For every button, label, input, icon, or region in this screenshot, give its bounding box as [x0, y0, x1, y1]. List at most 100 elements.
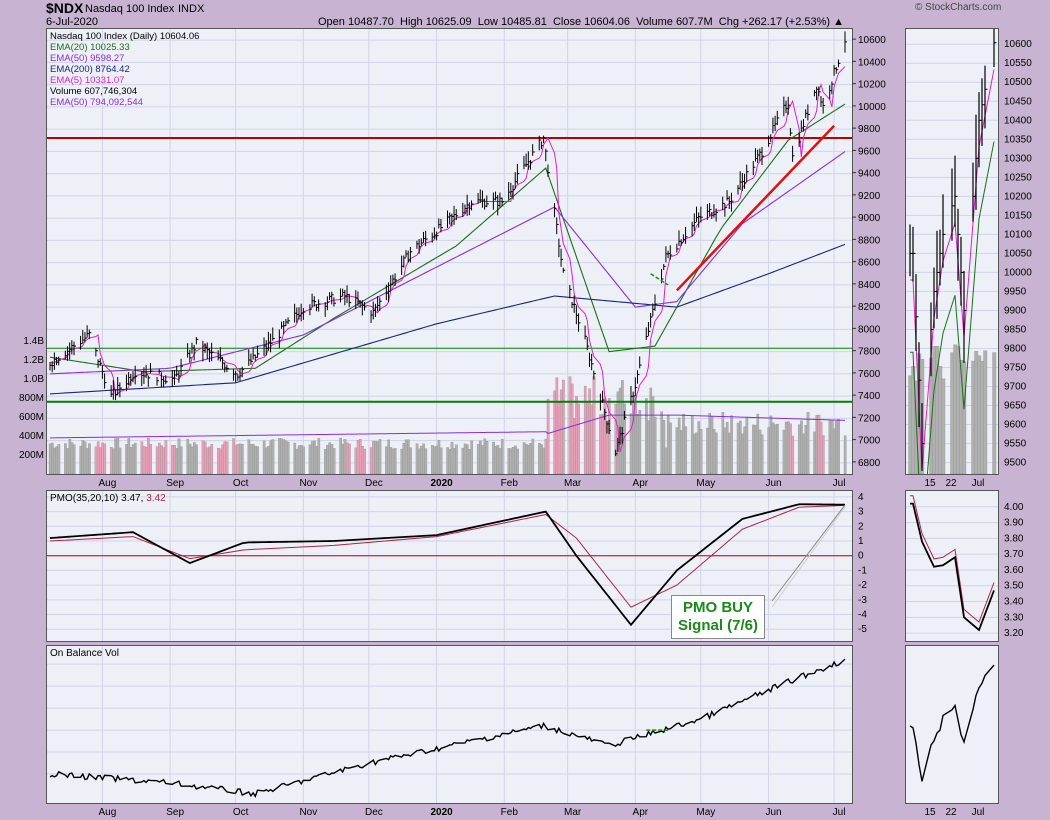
volume-bar — [725, 422, 729, 474]
volume-bar — [767, 427, 771, 474]
volume-bar — [684, 426, 688, 474]
volume-bar — [310, 441, 314, 474]
volume-bar — [302, 446, 305, 474]
volume-bar — [645, 398, 648, 474]
zoom-obv-line — [909, 664, 995, 782]
volume-bar — [51, 442, 54, 474]
volume-bar — [653, 416, 657, 474]
watermark: © StockCharts.com — [915, 2, 1002, 13]
volume-bar — [376, 441, 380, 474]
volume-bar — [509, 448, 513, 474]
zoom-obv-chart — [909, 664, 995, 782]
zoom-pmo-tick-label: 3.50 — [1004, 581, 1024, 592]
volume-bar — [404, 439, 408, 474]
volume-bar — [158, 442, 161, 474]
volume-bar — [206, 447, 209, 474]
volume-bar — [546, 398, 550, 474]
volume-bar — [328, 442, 332, 474]
obv-chart — [47, 646, 852, 803]
volume-bar — [743, 426, 746, 474]
volume-bar — [787, 421, 790, 474]
volume-bar — [529, 442, 532, 474]
pmo-signal-value: 3.42 — [146, 493, 166, 504]
zoom-price-tick-label: 10500 — [1004, 77, 1032, 88]
volume-bar — [313, 440, 316, 474]
volume-bar — [485, 440, 489, 474]
volume-bar — [492, 441, 495, 474]
volume-bar — [175, 448, 179, 474]
month-tick-label: Sep — [166, 807, 184, 818]
zoom-date-tick-label: Jul — [972, 807, 985, 818]
volume-bar — [354, 447, 358, 474]
zoom-volume-bar — [962, 361, 967, 474]
volume-tick-label: 600M — [19, 412, 44, 423]
volume-bar — [723, 427, 727, 474]
volume-bar — [116, 438, 120, 474]
zoom-pmo-tick-label: 3.20 — [1004, 628, 1024, 639]
volume-bar — [437, 440, 441, 474]
volume-bar — [739, 420, 742, 474]
volume-bar — [433, 446, 436, 474]
volume-bar — [420, 445, 423, 474]
volume-bar — [72, 444, 76, 474]
pmo-tick-label: -5 — [858, 624, 867, 635]
zoom-date-axis-bottom: 15 22 Jul — [924, 807, 985, 818]
volume-bar — [241, 444, 244, 474]
volume-bar — [149, 444, 152, 474]
obv-panel[interactable]: On Balance Vol — [46, 645, 853, 804]
price-tick-label: 7400 — [858, 391, 881, 402]
zoom-price-tick-label: 10050 — [1004, 248, 1032, 259]
volume-bar — [210, 444, 214, 474]
zoom-date-tick-label: 22 — [945, 807, 957, 818]
zoom-price-tick-label: 10550 — [1004, 58, 1032, 69]
volume-bar — [140, 441, 144, 474]
pmo-panel[interactable]: PMO(35,20,10) 3.47, 3.42 PMO BUY Signal … — [46, 490, 853, 642]
volume-bar — [70, 442, 74, 474]
zoom-price-tick-label: 9600 — [1004, 420, 1027, 431]
volume-bar — [400, 448, 404, 474]
callout-pointer-shadow — [771, 506, 846, 608]
volume-ema-line — [49, 414, 846, 439]
volume-bar — [68, 439, 72, 474]
zoom-price-panel[interactable] — [905, 28, 999, 475]
volume-bar — [592, 376, 596, 474]
volume-bar — [708, 413, 712, 474]
volume-bar — [114, 438, 117, 474]
volume-bar — [452, 448, 456, 474]
volume-bar — [385, 446, 388, 474]
volume-bar — [448, 449, 452, 474]
volume-bar — [522, 442, 526, 474]
price-tick-label: 7600 — [858, 369, 881, 380]
zoom-ema20-line — [910, 141, 995, 474]
obv-line — [49, 658, 846, 799]
volume-bar — [479, 440, 482, 474]
volume-bar — [415, 443, 419, 474]
zoom-pmo-tick-label: 4.00 — [1004, 502, 1024, 513]
volume-bar — [651, 396, 655, 474]
volume-bar — [577, 403, 580, 474]
zoom-date-tick-label: 15 — [924, 478, 936, 489]
volume-bar — [409, 447, 412, 474]
volume-bar — [179, 446, 183, 474]
high-value: 10625.09 — [425, 16, 472, 28]
volume-bar — [282, 439, 286, 474]
volume-bar — [822, 435, 825, 474]
volume-bar — [94, 446, 98, 474]
volume-bar — [500, 439, 504, 474]
zoom-pmo-panel[interactable] — [905, 490, 999, 642]
zoom-obv-panel[interactable] — [905, 645, 999, 804]
volume-bar — [297, 445, 301, 474]
pmo-tick-label: 4 — [858, 492, 864, 503]
volume-bar — [570, 383, 574, 474]
volume-bar — [540, 444, 543, 474]
volume-bar — [776, 423, 779, 474]
price-chart — [47, 29, 852, 474]
price-tick-label: 9400 — [858, 169, 881, 180]
price-panel[interactable]: Nasdaq 100 Index (Daily) 10604.06 EMA(20… — [46, 28, 853, 475]
price-tick-label: 8600 — [858, 258, 881, 269]
volume-bar — [690, 416, 694, 474]
trendline — [675, 124, 835, 292]
volume-bar — [173, 445, 176, 474]
volume-bar — [531, 438, 535, 474]
volume-bar — [760, 434, 764, 474]
